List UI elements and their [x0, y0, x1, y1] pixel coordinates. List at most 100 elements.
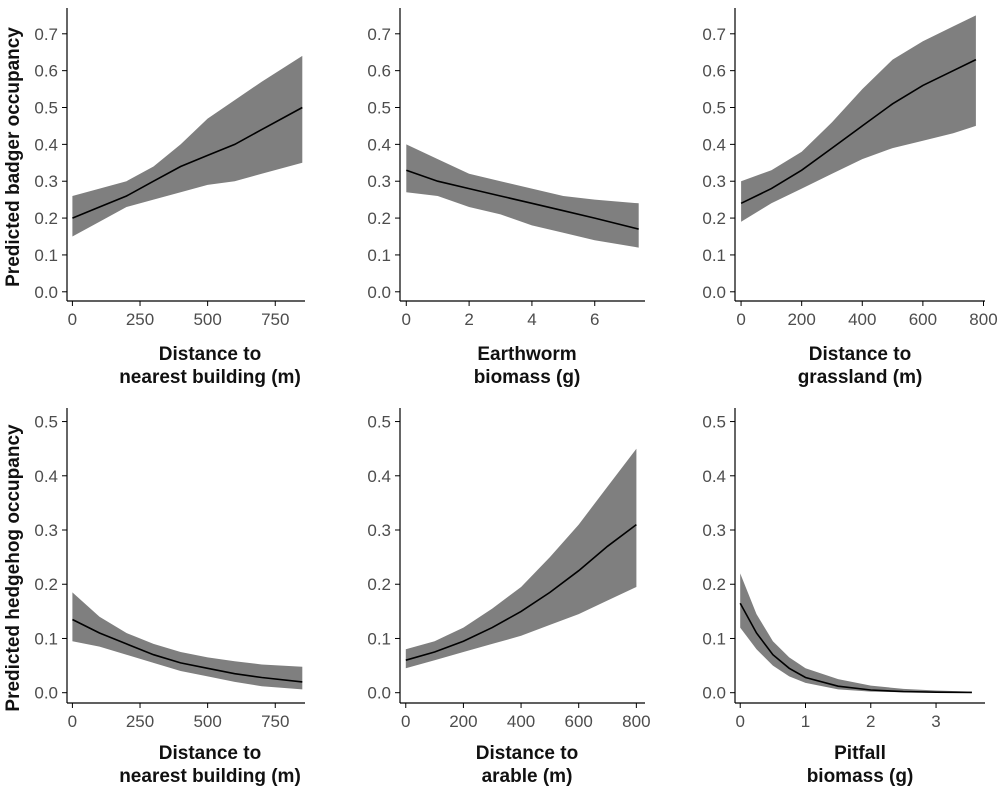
x-axis-label-panel-4-line2: nearest building (m) — [119, 766, 301, 787]
panel-4-x-tick-label: 750 — [261, 712, 289, 731]
panel-1-x-tick-label: 750 — [261, 310, 289, 329]
x-axis-label-panel-1-line2: nearest building (m) — [119, 367, 301, 388]
panel-6-y-tick-label: 0.2 — [702, 575, 726, 594]
x-axis-label-panel-2-line1: Earthworm — [477, 344, 577, 365]
panel-3-y-tick-label: 0.3 — [702, 172, 726, 191]
x-axis-label-panel-2-line2: biomass (g) — [473, 367, 581, 388]
panel-3-y-tick-label: 0.1 — [702, 246, 726, 265]
panel-1-x-tick-label: 500 — [193, 310, 221, 329]
panel-2-x-tick-label: 4 — [527, 310, 536, 329]
panel-4-y-tick-label: 0.1 — [34, 629, 58, 648]
panel-3-x-tick-label: 600 — [909, 310, 937, 329]
panel-2-y-tick-label: 0.6 — [367, 62, 391, 81]
panel-5-x-tick-label: 0 — [401, 712, 410, 731]
panel-4-x-tick-label: 500 — [193, 712, 221, 731]
panel-2-y-tick-label: 0.2 — [367, 209, 391, 228]
panel-4-x-tick-label: 250 — [126, 712, 154, 731]
panel-4-y-tick-label: 0.4 — [34, 467, 58, 486]
panel-4-y-tick-label: 0.5 — [34, 413, 58, 432]
x-axis-label-panel-4-line1: Distance to — [158, 743, 262, 764]
panel-3-x-tick-label: 400 — [848, 310, 876, 329]
panel-1-x-tick-label: 250 — [126, 310, 154, 329]
panel-4-confidence-ribbon — [72, 592, 303, 690]
panel-3-y-tick-label: 0.2 — [702, 209, 726, 228]
x-axis-label-panel-1-line1: Distance to — [158, 344, 262, 365]
panel-1-x-tick-label: 0 — [68, 310, 77, 329]
panel-3-x-tick-label: 0 — [736, 310, 745, 329]
x-axis-label-panel-4: Distance to nearest building (m) — [90, 742, 330, 788]
panel-2-y-tick-label: 0.3 — [367, 172, 391, 191]
panel-1-y-tick-label: 0.7 — [34, 25, 58, 44]
panel-3-y-tick-label: 0.6 — [702, 62, 726, 81]
panel-5-confidence-ribbon — [405, 448, 637, 669]
panel-2-confidence-ribbon — [406, 144, 639, 248]
panel-2-y-tick-label: 0.1 — [367, 246, 391, 265]
x-axis-label-panel-5-line1: Distance to — [475, 743, 579, 764]
panel-3-y-tick-label: 0.5 — [702, 99, 726, 118]
panel-5-fitted-line — [405, 523, 637, 661]
x-axis-label-panel-6-line1: Pitfall — [834, 743, 886, 764]
panel-2-fitted-line — [406, 169, 639, 230]
panel-5-x-tick-label: 600 — [565, 712, 593, 731]
panel-6-y-tick-label: 0.1 — [702, 629, 726, 648]
panel-3-fitted-line — [740, 58, 977, 205]
panel-6-confidence-ribbon — [740, 573, 972, 693]
y-axis-label-badger: Predicted badger occupancy — [3, 27, 24, 287]
panel-6-fitted-line — [739, 602, 972, 694]
panel-5-x-tick-label: 800 — [622, 712, 650, 731]
panel-4-x-tick-label: 0 — [68, 712, 77, 731]
panel-1-y-tick-label: 0.4 — [34, 135, 58, 154]
panel-2-x-tick-label: 2 — [464, 310, 473, 329]
panel-3-y-tick-label: 0.0 — [702, 283, 726, 302]
panel-2-y-tick-label: 0.7 — [367, 25, 391, 44]
panel-2-y-tick-label: 0.5 — [367, 99, 391, 118]
panel-4-y-tick-label: 0.3 — [34, 521, 58, 540]
panel-1-y-tick-label: 0.5 — [34, 99, 58, 118]
panel-1-y-tick-label: 0.2 — [34, 209, 58, 228]
panel-3-confidence-ribbon — [741, 15, 976, 222]
panel-2-y-tick-label: 0.4 — [367, 135, 391, 154]
panel-1-fitted-line — [72, 106, 303, 219]
panel-6-x-tick-label: 2 — [866, 712, 875, 731]
x-axis-label-panel-3-line1: Distance to — [808, 344, 912, 365]
panel-6-y-tick-label: 0.3 — [702, 521, 726, 540]
panel-5-y-tick-label: 0.1 — [367, 629, 391, 648]
x-axis-label-panel-6: Pitfall biomass (g) — [740, 742, 980, 788]
panel-1-y-tick-label: 0.1 — [34, 246, 58, 265]
x-axis-label-panel-1: Distance to nearest building (m) — [90, 343, 330, 389]
panel-1-y-tick-label: 0.0 — [34, 283, 58, 302]
panel-3-x-tick-label: 200 — [787, 310, 815, 329]
x-axis-label-panel-2: Earthworm biomass (g) — [407, 343, 647, 389]
panel-5-x-tick-label: 200 — [449, 712, 477, 731]
panel-4-fitted-line — [72, 618, 303, 683]
x-axis-label-panel-3: Distance to grassland (m) — [740, 343, 980, 389]
panel-6-x-tick-label: 0 — [735, 712, 744, 731]
x-axis-label-panel-6-line2: biomass (g) — [806, 766, 914, 787]
panel-6-y-tick-label: 0.5 — [702, 413, 726, 432]
panel-2-x-tick-label: 6 — [590, 310, 599, 329]
panel-6-y-tick-label: 0.4 — [702, 467, 726, 486]
x-axis-label-panel-5: Distance to arable (m) — [407, 742, 647, 788]
y-axis-label-hedgehog: Predicted hedgehog occupancy — [3, 424, 24, 712]
panel-5-x-tick-label: 400 — [507, 712, 535, 731]
panel-1-y-tick-label: 0.6 — [34, 62, 58, 81]
panel-1-confidence-ribbon — [72, 55, 303, 237]
panel-6-y-tick-label: 0.0 — [702, 684, 726, 703]
panel-3-x-tick-label: 800 — [969, 310, 997, 329]
panel-5-y-tick-label: 0.2 — [367, 575, 391, 594]
panel-2-y-tick-label: 0.0 — [367, 283, 391, 302]
panel-2-x-tick-label: 0 — [402, 310, 411, 329]
panel-4-y-tick-label: 0.0 — [34, 684, 58, 703]
panel-5-y-tick-label: 0.3 — [367, 521, 391, 540]
panel-6-x-tick-label: 3 — [931, 712, 940, 731]
x-axis-label-panel-3-line2: grassland (m) — [797, 367, 923, 388]
panel-3-y-tick-label: 0.4 — [702, 135, 726, 154]
panel-5-y-tick-label: 0.0 — [367, 684, 391, 703]
panel-3-y-tick-label: 0.7 — [702, 25, 726, 44]
panel-4-y-tick-label: 0.2 — [34, 575, 58, 594]
panel-5-y-tick-label: 0.5 — [367, 413, 391, 432]
panel-1-y-tick-label: 0.3 — [34, 172, 58, 191]
x-axis-label-panel-5-line2: arable (m) — [481, 766, 573, 787]
